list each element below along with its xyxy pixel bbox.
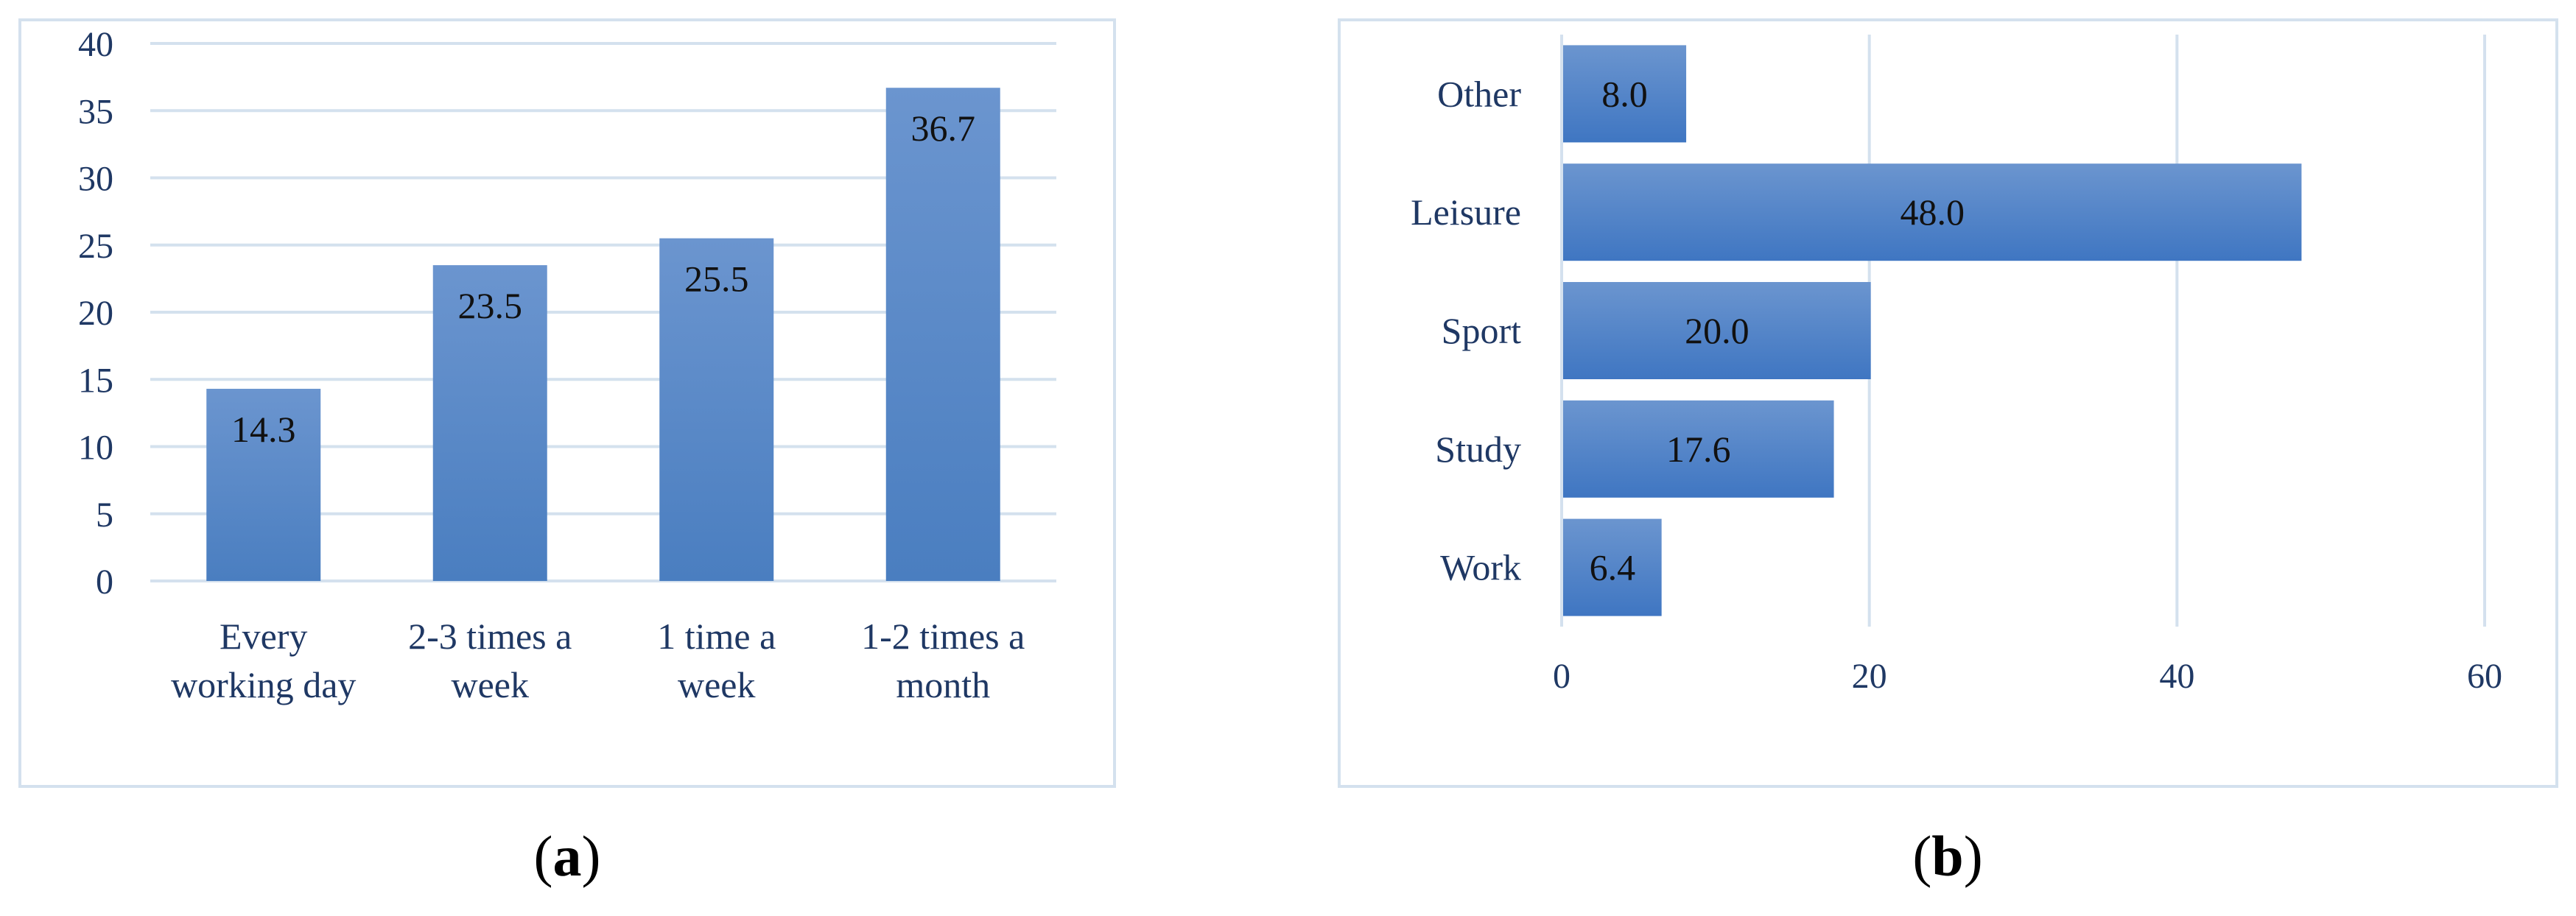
bar-4 [1563, 518, 1662, 616]
caption-a: (a) [534, 823, 601, 889]
y-category-label-2: Sport [1442, 310, 1521, 351]
y-category-label-1: Leisure [1411, 191, 1521, 233]
y-tick-label-5: 5 [96, 496, 113, 535]
x-tick-label-0: 0 [1553, 657, 1570, 696]
bar-value-label-1: 48.0 [1900, 191, 1965, 233]
x-tick-label-60: 60 [2467, 657, 2502, 696]
caption-b: (b) [1912, 823, 1982, 889]
x-tick-label-40: 40 [2159, 657, 2194, 696]
caption-b-letter: b [1931, 824, 1964, 888]
caption-a-letter: a [552, 824, 582, 888]
chart-b-svg: 0 20 40 60 8.0 Other 48.0 Leisure 20.0 Sport 17.6 S… [1411, 35, 2502, 696]
y-category-label-4: Work [1440, 547, 1521, 588]
bar-3 [885, 88, 1000, 582]
bar-value-label-2: 20.0 [1685, 310, 1749, 351]
chart-a-panel: 0 5 10 15 20 25 30 35 40 14.3 Every working day 23.5… [18, 18, 1116, 788]
bar-2 [659, 238, 774, 581]
y-tick-label-15: 15 [78, 361, 113, 400]
chart-b-panel: 0 20 40 60 8.0 Other 48.0 Leisure 20.0 Sport 17.6 S… [1338, 18, 2558, 788]
bar-0 [1563, 45, 1687, 143]
bar-value-label-3: 17.6 [1666, 429, 1731, 470]
x-category-label-1-0: 2-3 times a [408, 616, 572, 657]
y-category-label-0: Other [1437, 73, 1521, 114]
caption-b-open: ( [1912, 824, 1932, 888]
bar-value-label-2: 25.5 [684, 258, 749, 300]
y-tick-label-10: 10 [78, 429, 113, 468]
y-category-label-3: Study [1435, 429, 1521, 470]
bar-value-label-0: 14.3 [231, 409, 296, 450]
y-tick-label-35: 35 [78, 92, 113, 131]
chart-a-svg: 0 5 10 15 20 25 30 35 40 14.3 Every working day 23.5… [78, 25, 1056, 705]
bar-value-label-4: 6.4 [1590, 547, 1636, 588]
x-tick-label-20: 20 [1852, 657, 1887, 696]
bar-3 [1563, 400, 1834, 498]
y-tick-label-25: 25 [78, 227, 113, 266]
x-category-label-0-1: working day [171, 664, 356, 705]
y-tick-label-20: 20 [78, 294, 113, 333]
x-category-label-3-0: 1-2 times a [861, 616, 1025, 657]
caption-b-close: ) [1963, 824, 1983, 888]
x-category-label-2-1: week [678, 664, 756, 705]
caption-a-open: ( [533, 824, 553, 888]
bar-0 [206, 389, 321, 581]
bar-value-label-3: 36.7 [911, 108, 976, 149]
caption-a-close: ) [581, 824, 601, 888]
bar-2 [1563, 282, 1871, 379]
bar-1 [432, 265, 547, 581]
bar-value-label-1: 23.5 [458, 285, 523, 326]
bar-1 [1563, 163, 2302, 261]
bar-value-label-0: 8.0 [1601, 73, 1648, 114]
x-category-label-1-1: week [452, 664, 530, 705]
y-tick-label-40: 40 [78, 25, 113, 64]
y-tick-label-30: 30 [78, 160, 113, 199]
x-category-label-2-0: 1 time a [657, 616, 776, 657]
y-tick-label-0: 0 [96, 563, 113, 602]
x-category-label-0-0: Every [220, 616, 307, 657]
x-category-label-3-1: month [896, 664, 990, 705]
